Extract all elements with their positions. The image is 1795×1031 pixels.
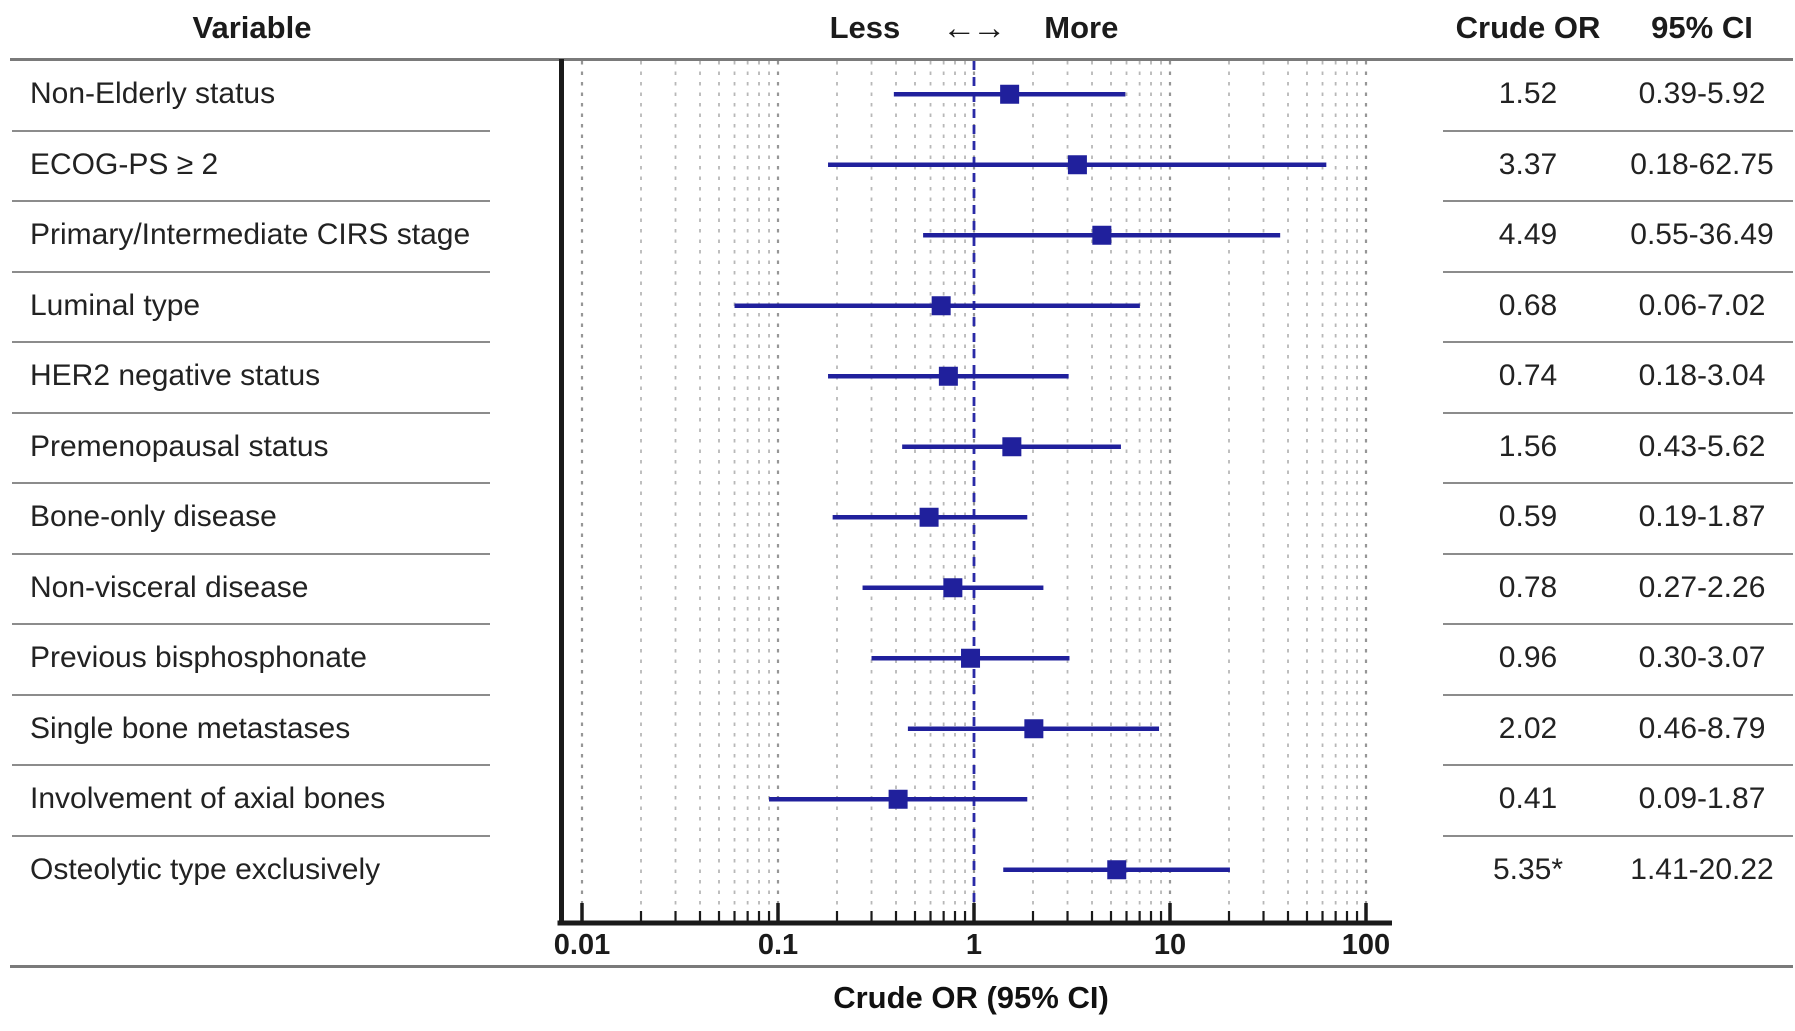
- crude-or-value: 0.68: [1498, 288, 1558, 322]
- variable-label: ECOG-PS ≥ 2: [30, 147, 219, 181]
- variable-label: HER2 negative status: [30, 359, 321, 393]
- row-separator: [12, 834, 490, 837]
- row-separator: [1443, 623, 1793, 625]
- ci-value: 0.18-62.75: [1630, 147, 1774, 181]
- row-separator: [1443, 200, 1793, 202]
- variable-label: Non-Elderly status: [30, 77, 276, 111]
- row-separator: [12, 482, 490, 484]
- ci-value: 0.39-5.92: [1638, 77, 1766, 111]
- row-separator: [12, 411, 490, 414]
- row-separator: [12, 129, 490, 132]
- row-separator: [12, 200, 490, 202]
- row-separator: [1443, 693, 1793, 696]
- x-tick-label: 0.1: [757, 929, 799, 961]
- x-tick-label: 10: [1153, 929, 1187, 961]
- or-marker: [1000, 84, 1020, 104]
- row-separator: [1443, 411, 1793, 414]
- crude-or-value: 0.74: [1498, 359, 1558, 393]
- variable-label: Previous bisphosphonate: [30, 641, 367, 675]
- variable-label: Luminal type: [30, 288, 201, 322]
- crude-or-value: 4.49: [1498, 218, 1558, 252]
- or-marker: [1067, 155, 1087, 175]
- row-separator: [1443, 341, 1793, 343]
- crude-or-value: 0.96: [1498, 641, 1558, 675]
- or-marker: [1092, 225, 1112, 245]
- row-separator: [12, 623, 490, 625]
- left-right-arrows-icon: ←→: [942, 8, 1006, 47]
- row-separator: [12, 693, 490, 696]
- or-marker: [938, 366, 958, 386]
- ci-column-header: 95% CI: [1651, 10, 1753, 45]
- ci-value: 0.19-1.87: [1638, 500, 1766, 534]
- crude-or-column-header: Crude OR: [1455, 10, 1601, 45]
- direction-header: Less ←→ More: [674, 6, 1274, 50]
- variable-label: Involvement of axial bones: [30, 782, 386, 816]
- crude-or-value: 5.35*: [1492, 852, 1564, 886]
- crude-or-value: 3.37: [1498, 147, 1558, 181]
- crude-or-value: 0.78: [1498, 570, 1558, 604]
- row-separator: [1443, 482, 1793, 484]
- ci-value: 0.18-3.04: [1638, 359, 1766, 393]
- or-marker: [943, 578, 963, 598]
- crude-or-value: 1.56: [1498, 429, 1558, 463]
- row-separator: [12, 341, 490, 343]
- ci-value: 0.46-8.79: [1638, 711, 1766, 745]
- or-marker: [888, 789, 908, 809]
- variable-label: Non-visceral disease: [30, 570, 309, 604]
- or-marker: [1024, 719, 1044, 739]
- ci-value: 0.43-5.62: [1638, 429, 1766, 463]
- variable-label: Bone-only disease: [30, 500, 277, 534]
- x-tick-label: 0.01: [553, 929, 611, 961]
- variable-column-header: Variable: [192, 10, 312, 45]
- x-tick-label: 100: [1341, 929, 1391, 961]
- row-separator: [1443, 270, 1793, 273]
- or-marker: [931, 296, 951, 316]
- crude-or-value: 2.02: [1498, 711, 1558, 745]
- row-separator: [12, 552, 490, 555]
- row-separator: [1443, 764, 1793, 766]
- variable-label: Osteolytic type exclusively: [30, 852, 381, 886]
- ci-value: 0.06-7.02: [1638, 288, 1766, 322]
- x-axis-title: Crude OR (95% CI): [833, 980, 1109, 1015]
- variable-label: Single bone metastases: [30, 711, 351, 745]
- crude-or-value: 0.59: [1498, 500, 1558, 534]
- ci-value: 0.55-36.49: [1630, 218, 1774, 252]
- variable-label: Premenopausal status: [30, 429, 329, 463]
- less-label: Less: [829, 10, 901, 45]
- ci-value: 1.41-20.22: [1630, 852, 1774, 886]
- or-marker: [961, 648, 981, 668]
- or-marker: [919, 507, 939, 527]
- x-tick-label: 1: [965, 929, 983, 961]
- or-marker: [1002, 437, 1022, 457]
- row-separator: [1443, 834, 1793, 837]
- crude-or-value: 0.41: [1498, 782, 1558, 816]
- more-label: More: [1044, 10, 1119, 45]
- footer-rule: [10, 965, 1793, 968]
- ci-value: 0.27-2.26: [1638, 570, 1766, 604]
- row-separator: [1443, 552, 1793, 555]
- or-marker: [1107, 860, 1127, 880]
- header-rule: [10, 58, 1793, 61]
- row-separator: [1443, 129, 1793, 132]
- row-separator: [12, 764, 490, 766]
- crude-or-value: 1.52: [1498, 77, 1558, 111]
- ci-value: 0.30-3.07: [1638, 641, 1766, 675]
- ci-value: 0.09-1.87: [1638, 782, 1766, 816]
- row-separator: [12, 270, 490, 273]
- variable-label: Primary/Intermediate CIRS stage: [30, 218, 471, 252]
